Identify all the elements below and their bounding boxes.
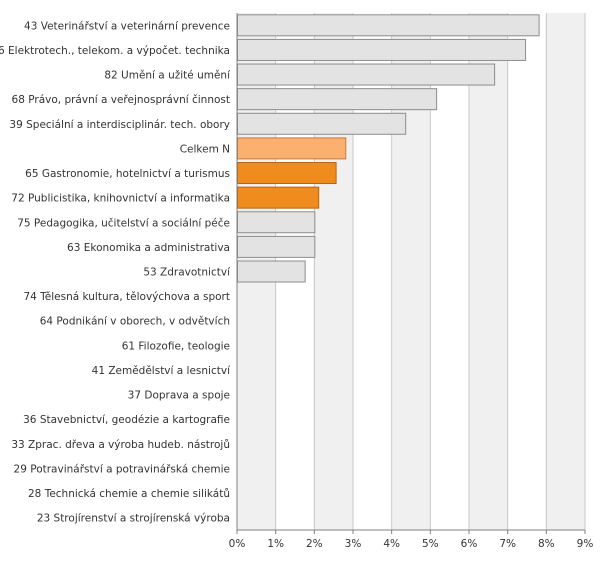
bar[interactable] xyxy=(237,112,407,135)
x-tick-label: 6% xyxy=(461,538,478,550)
x-tick-label: 3% xyxy=(345,538,362,550)
category-label: 39 Speciální a interdisciplinár. tech. o… xyxy=(9,119,230,131)
x-tick-label: 8% xyxy=(538,538,555,550)
category-label: 23 Strojírenství a strojírenská výroba xyxy=(37,513,230,525)
x-tick-label: 0% xyxy=(229,538,246,550)
category-label: Celkem N xyxy=(180,143,230,155)
category-label: 28 Technická chemie a chemie silikátů xyxy=(28,488,230,500)
bar[interactable] xyxy=(237,211,316,234)
category-label: 37 Doprava a spoje xyxy=(128,390,230,402)
bar[interactable] xyxy=(237,63,496,86)
category-label: 29 Potravinářství a potravinářská chemie xyxy=(14,463,230,475)
grid-band xyxy=(546,13,585,530)
x-tick-label: 7% xyxy=(499,538,516,550)
category-label: 41 Zemědělství a lesnictví xyxy=(92,365,231,377)
category-label: 53 Zdravotnictví xyxy=(143,267,231,279)
x-axis: 0% 1% 2% 3% 4% 5% 6% 7% 8% 9% xyxy=(229,13,594,550)
category-label: 82 Umění a užité umění xyxy=(104,70,231,82)
category-label: 68 Právo, právní a veřejnosprávní činnos… xyxy=(12,94,230,106)
bar[interactable] xyxy=(237,235,316,258)
category-label: 61 Filozofie, teologie xyxy=(122,340,230,352)
category-label: 63 Ekonomika a administrativa xyxy=(67,242,230,254)
bar[interactable] xyxy=(237,162,337,185)
bar[interactable] xyxy=(237,88,438,111)
category-label: 75 Pedagogika, učitelství a sociální péč… xyxy=(17,217,230,229)
category-labels: 43 Veterinářství a veterinární prevence 2… xyxy=(0,20,231,524)
x-tick-label: 5% xyxy=(422,538,439,550)
category-label: 36 Stavebnictví, geodézie a kartografie xyxy=(23,414,230,426)
bar[interactable] xyxy=(237,260,306,283)
category-label: 26 Elektrotech., telekom. a výpočet. tec… xyxy=(0,45,230,57)
category-label: 65 Gastronomie, hotelnictví a turismus xyxy=(25,168,230,180)
bar[interactable] xyxy=(237,137,347,160)
x-tick-label: 9% xyxy=(577,538,594,550)
category-label: 72 Publicistika, knihovnictví a informat… xyxy=(11,193,230,205)
x-tick-label: 4% xyxy=(383,538,400,550)
category-label: 43 Veterinářství a veterinární prevence xyxy=(24,20,230,32)
bar[interactable] xyxy=(237,186,320,209)
x-tick-label: 2% xyxy=(306,538,323,550)
category-label: 74 Tělesná kultura, tělovýchova a sport xyxy=(23,291,230,303)
grid-band xyxy=(469,13,508,530)
category-label: 64 Podnikání v oborech, v odvětvích xyxy=(40,316,230,328)
x-tick-label: 1% xyxy=(267,538,284,550)
bar[interactable] xyxy=(237,14,540,37)
category-label: 33 Zprac. dřeva a výroba hudeb. nástrojů xyxy=(11,439,230,451)
grid-band xyxy=(507,13,547,530)
bar[interactable] xyxy=(237,38,527,61)
